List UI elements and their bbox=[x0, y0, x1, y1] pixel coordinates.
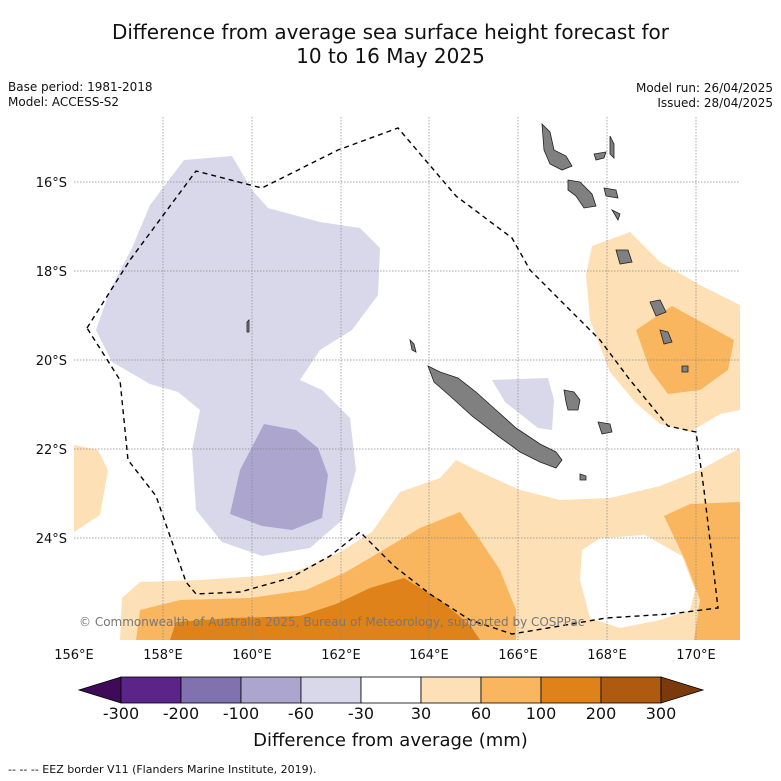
anomaly-region-pos-strong-south bbox=[170, 578, 480, 640]
lon-label: 160°E bbox=[232, 648, 272, 663]
lon-label: 166°E bbox=[498, 648, 538, 663]
lat-label: 18°S bbox=[36, 265, 67, 280]
colorbar-tick: 100 bbox=[525, 704, 557, 723]
graticule bbox=[74, 117, 740, 640]
island-ambae bbox=[593, 151, 607, 161]
model-text: Model: ACCESS-S2 bbox=[8, 95, 120, 109]
anomaly-region-pos-light-west bbox=[74, 445, 108, 532]
colorbar-segment bbox=[540, 676, 602, 704]
colorbar-segment bbox=[600, 676, 662, 704]
island-lifou bbox=[597, 421, 613, 435]
land-masses bbox=[246, 122, 689, 481]
new-caledonia-island bbox=[427, 365, 563, 469]
anomaly-region-pos-medium-northeast bbox=[636, 306, 734, 394]
island-belep bbox=[409, 338, 417, 353]
island-malekula bbox=[567, 179, 597, 209]
island-ouvea bbox=[563, 389, 581, 411]
colorbar-tick: -30 bbox=[347, 704, 375, 723]
lat-label: 16°S bbox=[36, 176, 67, 191]
lon-label: 170°E bbox=[676, 648, 716, 663]
colorbar-tick: 300 bbox=[645, 704, 677, 723]
lon-label: 158°E bbox=[143, 648, 183, 663]
issued-text: Issued: 28/04/2025 bbox=[657, 96, 773, 110]
colorbar-tick: 30 bbox=[410, 704, 432, 723]
lat-label: 24°S bbox=[36, 532, 67, 547]
colorbar-tick: -60 bbox=[287, 704, 315, 723]
model-run-text: Model run: 26/04/2025 bbox=[635, 81, 773, 95]
lat-label: 22°S bbox=[36, 443, 67, 458]
map-panel: © Commonwealth of Australia 2025, Bureau… bbox=[74, 117, 740, 640]
longitude-axis: 156°E 158°E 160°E 162°E 164°E 166°E 168°… bbox=[54, 648, 716, 663]
meta-right: Model run: 26/04/2025 Issued: 28/04/2025 bbox=[636, 81, 773, 111]
colorbar-extend-high bbox=[660, 676, 705, 704]
island-efate bbox=[615, 249, 633, 265]
anomaly-region-pos-medium-southeast bbox=[664, 502, 740, 640]
colorbar-tick: -100 bbox=[222, 704, 260, 723]
colorbar-segment bbox=[120, 676, 182, 704]
anomaly-region-neg-medium bbox=[230, 424, 328, 530]
island-aneityum bbox=[681, 365, 689, 373]
island-ambrym bbox=[603, 187, 619, 199]
lon-label: 164°E bbox=[409, 648, 449, 663]
title-line-1: Difference from average sea surface heig… bbox=[111, 20, 670, 44]
island-pentecost bbox=[609, 135, 615, 159]
eez-legend-note: -- -- -- EEZ border V11 (Flanders Marine… bbox=[8, 763, 317, 776]
lon-label: 156°E bbox=[54, 648, 94, 663]
anomaly-region-neutral-southeast bbox=[580, 535, 695, 628]
colorbar-extend-low bbox=[77, 676, 122, 704]
island-erromango bbox=[649, 299, 667, 317]
island-mare bbox=[579, 473, 587, 481]
island-chesterfield bbox=[246, 319, 250, 333]
colorbar-segment bbox=[420, 676, 482, 704]
anomaly-region-neg-small bbox=[492, 378, 554, 430]
colorbar-segment bbox=[180, 676, 242, 704]
colorbar-segment bbox=[360, 676, 422, 704]
island-epi bbox=[610, 209, 621, 221]
lon-label: 168°E bbox=[587, 648, 627, 663]
colorbar-tick: 200 bbox=[585, 704, 617, 723]
island-tanna bbox=[659, 329, 673, 345]
meta-left: Base period: 1981-2018 Model: ACCESS-S2 bbox=[8, 80, 153, 110]
lat-label: 20°S bbox=[36, 354, 67, 369]
colorbar-segment bbox=[300, 676, 362, 704]
page-title: Difference from average sea surface heig… bbox=[0, 20, 781, 68]
colorbar-segment bbox=[480, 676, 542, 704]
colorbar-segment bbox=[240, 676, 302, 704]
latitude-axis: 16°S 18°S 20°S 22°S 24°S bbox=[36, 176, 67, 547]
colorbar-tick: 60 bbox=[470, 704, 492, 723]
base-period-text: Base period: 1981-2018 bbox=[8, 80, 153, 94]
eez-border bbox=[86, 127, 719, 635]
copyright-text: © Commonwealth of Australia 2025, Bureau… bbox=[79, 615, 584, 629]
island-espiritu-santo bbox=[541, 122, 573, 171]
title-line-2: 10 to 16 May 2025 bbox=[296, 44, 485, 68]
colorbar bbox=[77, 676, 705, 704]
colorbar-tick: -200 bbox=[162, 704, 200, 723]
colorbar-tick: -300 bbox=[102, 704, 140, 723]
colorbar-label: Difference from average (mm) bbox=[253, 730, 528, 751]
lon-label: 162°E bbox=[321, 648, 361, 663]
